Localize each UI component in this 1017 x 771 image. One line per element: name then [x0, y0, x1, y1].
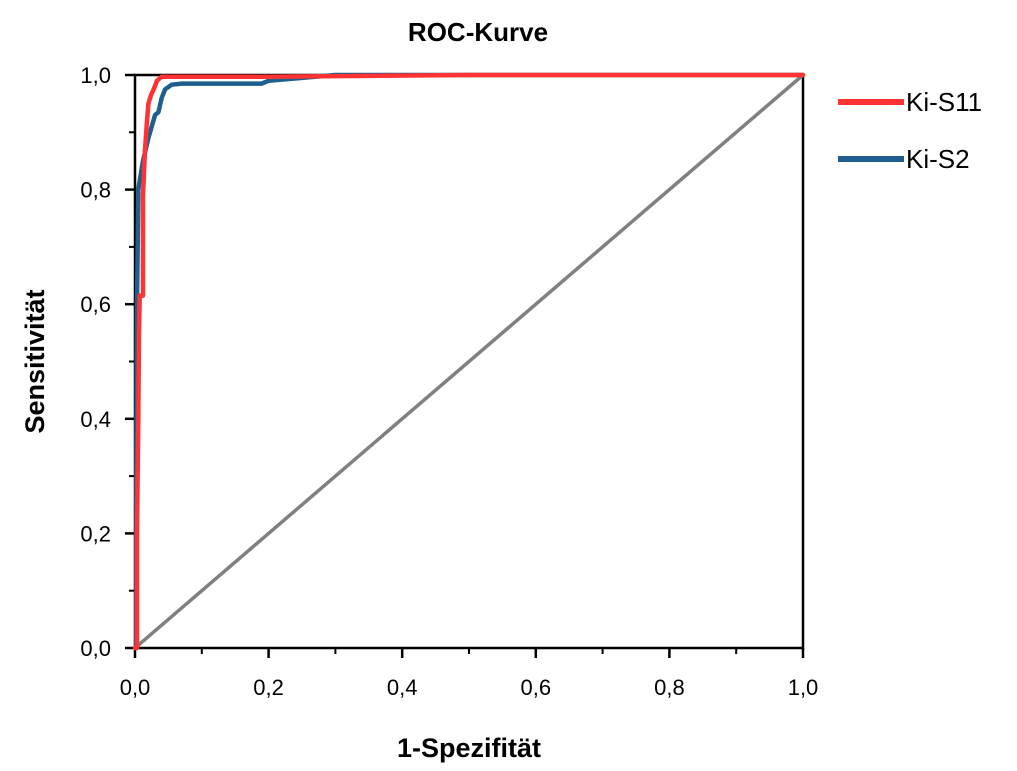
series-line-0: [132, 72, 806, 651]
legend-label: Ki-S2: [906, 144, 970, 174]
y-tick-label: 0,6: [80, 292, 111, 317]
legend-label: Ki-S11: [906, 87, 982, 117]
x-tick-label: 0,6: [521, 675, 552, 700]
x-tick-label: 0,2: [253, 675, 284, 700]
y-tick-label: 0,4: [80, 407, 111, 432]
y-tick-label: 0,2: [80, 521, 111, 546]
x-tick-label: 0,0: [120, 675, 151, 700]
y-tick-label: 0,8: [80, 178, 111, 203]
y-axis-label: Sensitivität: [20, 289, 50, 433]
series-line-1: [132, 72, 806, 651]
chart-title: ROC-Kurve: [408, 17, 548, 47]
x-tick-label: 0,8: [654, 675, 685, 700]
diagonal-reference-line: [133, 73, 805, 650]
x-axis-label: 1-Spezifität: [397, 733, 541, 763]
y-tick-label: 0,0: [80, 636, 111, 661]
x-tick-label: 0,4: [387, 675, 418, 700]
x-tick-label: 1,0: [788, 675, 819, 700]
y-tick-label: 1,0: [80, 63, 111, 88]
